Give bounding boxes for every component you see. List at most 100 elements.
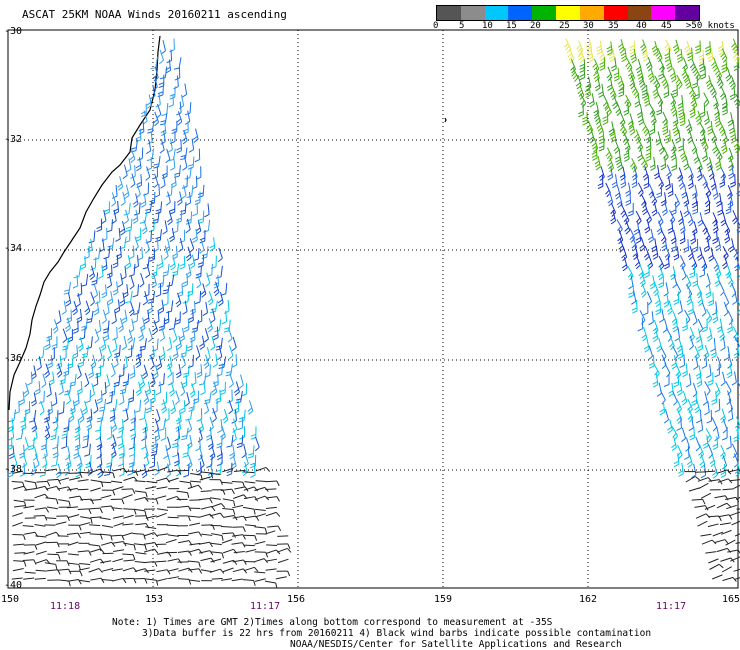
- wind-barb: [152, 320, 159, 335]
- wind-barb: [706, 409, 713, 424]
- wind-barb: [159, 66, 168, 80]
- wind-barb: [254, 436, 260, 452]
- wind-barb: [182, 444, 190, 458]
- wind-barb: [113, 549, 125, 552]
- wind-barb: [114, 299, 121, 314]
- wind-barb: [12, 453, 18, 468]
- wind-barb: [704, 470, 716, 473]
- scale-label: 45: [661, 21, 672, 31]
- wind-barb: [214, 319, 222, 333]
- wind-barb: [102, 525, 114, 528]
- wind-barb: [209, 479, 223, 486]
- wind-barb: [707, 523, 719, 528]
- wind-barb: [181, 184, 187, 200]
- wind-barb: [84, 389, 91, 404]
- wind-barb: [727, 468, 740, 475]
- wind-barb: [127, 462, 134, 476]
- wind-barb: [602, 111, 609, 126]
- wind-barb: [692, 201, 698, 215]
- wind-barb: [90, 498, 102, 501]
- wind-barb: [210, 308, 216, 324]
- wind-barb: [657, 265, 664, 281]
- wind-barb: [243, 486, 259, 492]
- wind-barb: [162, 292, 169, 307]
- wind-barb: [644, 219, 651, 234]
- scale-label: 0: [433, 21, 439, 31]
- wind-barb: [26, 371, 33, 386]
- wind-barb: [138, 120, 145, 135]
- wind-barb: [149, 454, 156, 469]
- wind-barb: [254, 578, 266, 582]
- wind-barb: [725, 496, 740, 503]
- wind-barb: [648, 345, 654, 360]
- wind-barb: [169, 156, 176, 171]
- wind-barb: [182, 364, 190, 378]
- wind-barb: [16, 427, 24, 440]
- wind-barb: [159, 49, 164, 65]
- wind-barb: [184, 392, 190, 407]
- wind-barb: [658, 66, 664, 80]
- wind-barb: [111, 568, 123, 572]
- wind-barb: [209, 568, 225, 574]
- wind-barb: [203, 354, 210, 369]
- wind-barb: [181, 129, 188, 145]
- wind-barb: [184, 102, 192, 116]
- wind-barb: [661, 201, 668, 216]
- wind-barb: [705, 284, 712, 299]
- wind-barb: [143, 309, 150, 324]
- wind-barb: [691, 463, 697, 479]
- wind-barb: [660, 156, 667, 171]
- wind-barb: [152, 338, 159, 352]
- wind-barb: [726, 185, 733, 200]
- wind-barb: [73, 392, 80, 407]
- wind-barb: [729, 479, 740, 485]
- wind-barb: [226, 434, 234, 448]
- wind-barb: [134, 399, 142, 413]
- wind-barb: [697, 520, 708, 527]
- wind-barb: [200, 557, 215, 563]
- wind-barb: [707, 372, 714, 386]
- wind-barb: [699, 263, 705, 278]
- wind-barb: [89, 468, 105, 474]
- wind-barb: [145, 399, 152, 414]
- wind-barb: [169, 38, 175, 53]
- wind-barb: [217, 419, 223, 434]
- wind-barb: [714, 398, 721, 413]
- wind-barb: [175, 364, 182, 379]
- wind-barb: [99, 517, 111, 521]
- wind-barb: [250, 463, 256, 478]
- wind-barb: [78, 408, 85, 423]
- wind-barb: [36, 356, 42, 371]
- wind-barb: [200, 569, 212, 573]
- wind-barb: [615, 101, 622, 116]
- wind-barb: [735, 494, 740, 500]
- wind-barb: [711, 57, 719, 72]
- wind-barb: [142, 419, 148, 434]
- wind-barb: [187, 531, 203, 537]
- wind-barb: [160, 427, 167, 441]
- wind-barb: [19, 463, 26, 477]
- wind-barb: [161, 103, 169, 117]
- wind-barb: [145, 230, 152, 244]
- wind-barb: [233, 469, 245, 472]
- wind-barb: [728, 165, 735, 180]
- wind-barb: [205, 272, 211, 287]
- wind-barb: [621, 256, 628, 272]
- wind-barb: [705, 551, 717, 554]
- wind-barb: [717, 202, 723, 216]
- wind-barb: [571, 67, 579, 82]
- wind-barb: [96, 453, 103, 468]
- wind-barb: [692, 310, 698, 326]
- wind-barb: [126, 158, 132, 173]
- wind-barb: [132, 209, 139, 224]
- wind-barb: [155, 201, 163, 215]
- wind-barb: [265, 506, 277, 509]
- wind-barb: [584, 84, 591, 99]
- wind-barb: [212, 353, 218, 368]
- wind-barb: [156, 486, 168, 490]
- wind-barb: [701, 318, 708, 333]
- wind-barb: [672, 112, 679, 127]
- wind-barb: [596, 40, 603, 55]
- wind-barb: [35, 541, 47, 546]
